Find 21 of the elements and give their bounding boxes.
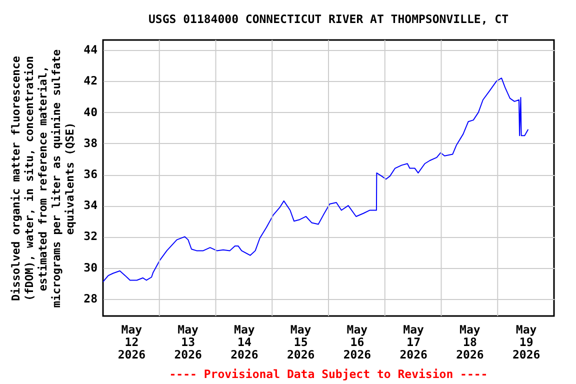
y-tick-label: 32: [84, 229, 98, 244]
y-tick-label: 34: [84, 198, 98, 212]
y-tick-label: 28: [84, 291, 98, 306]
x-tick-label: May 14 2026: [230, 322, 258, 362]
x-tick-label: May 19 2026: [512, 322, 540, 362]
chart-title: USGS 01184000 CONNECTICUT RIVER AT THOMPSONVILLE, CT: [148, 12, 509, 26]
line-series: [103, 78, 529, 282]
y-tick-label: 40: [84, 104, 98, 119]
y-tick-label: 38: [84, 136, 98, 150]
x-tick-label: May 18 2026: [456, 322, 484, 362]
x-tick-label: May 13 2026: [174, 322, 202, 362]
y-tick-label: 36: [84, 167, 98, 181]
x-tick-label: May 16 2026: [343, 322, 372, 362]
y-tick-label: 42: [84, 74, 98, 88]
x-tick-label: May 12 2026: [118, 322, 146, 362]
x-tick-label: May 17 2026: [400, 322, 428, 362]
x-tick-label: May 15 2026: [286, 322, 315, 362]
y-axis-title: Dissolved organic matter fluorescence (fDOM), water, in situ, concentration estimated from reference material, micrograms per liter as quinine sulfate equivalents (QSE): [10, 48, 77, 308]
y-tick-label: 44: [84, 42, 98, 57]
text: ---- Provisional Data Subject to Revision ----: [169, 367, 488, 381]
y-tick-label: 30: [84, 260, 98, 274]
